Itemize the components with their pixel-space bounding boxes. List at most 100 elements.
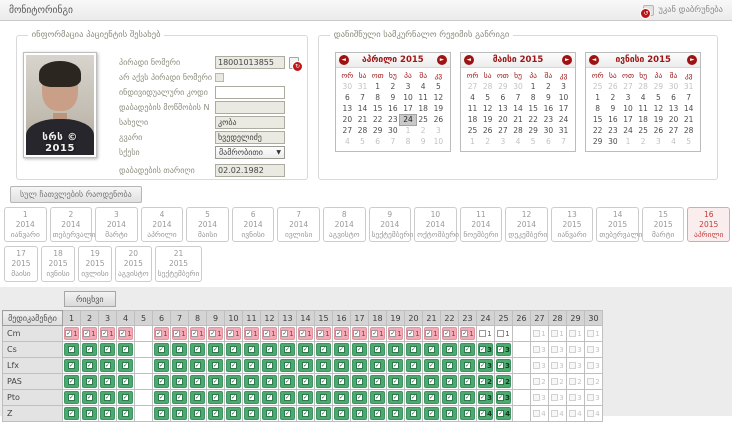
field-input[interactable]	[215, 131, 285, 144]
dose-checkbox-checked[interactable]: ✓	[374, 378, 381, 385]
calendar-day[interactable]: 24	[558, 115, 569, 125]
calendar-day[interactable]: 10	[403, 93, 413, 103]
calendar-day[interactable]: 13	[668, 104, 679, 114]
dose-checkbox-checked[interactable]: ✓	[338, 378, 345, 385]
dose-checkbox-checked[interactable]: ✓	[245, 330, 253, 337]
dose-checkbox-checked[interactable]: ✓	[338, 362, 345, 369]
dose-checkbox-checked[interactable]: ✓	[479, 362, 487, 369]
dose-checkbox-checked[interactable]: ✓	[446, 362, 453, 369]
field-input[interactable]	[215, 101, 285, 114]
dose-checkbox-checked[interactable]: ✓	[122, 362, 129, 369]
dose-checkbox-checked[interactable]: ✓	[464, 378, 471, 385]
calendar-day[interactable]: 29	[592, 137, 603, 147]
calendar-day[interactable]: 29	[653, 82, 664, 92]
dose-checkbox-checked[interactable]: ✓	[158, 394, 165, 401]
calendar-prev-icon[interactable]: ◄	[338, 55, 349, 66]
dose-checkbox-checked[interactable]: ✓	[176, 346, 183, 353]
dose-checkbox-checked[interactable]: ✓	[479, 394, 487, 401]
month-button[interactable]: 12 2014 დეკემბერი	[505, 207, 548, 243]
calendar-day[interactable]: 18	[467, 115, 478, 125]
month-button[interactable]: 14 2015 თებერვალი	[596, 207, 642, 243]
calendar-day[interactable]: 4	[515, 137, 521, 147]
calendar-day[interactable]: 9	[545, 93, 551, 103]
calendar-day[interactable]: 22	[528, 115, 538, 125]
dose-checkbox-checked[interactable]: ✓	[158, 362, 165, 369]
calendar-day[interactable]: 7	[561, 137, 566, 147]
calendar-day[interactable]: 23	[608, 126, 618, 136]
dose-checkbox-checked[interactable]: ✓	[302, 394, 309, 401]
dose-checkbox-checked[interactable]: ✓	[122, 378, 129, 385]
month-button[interactable]: 10 2014 ოქტომბერი	[414, 207, 459, 243]
dose-checkbox-checked[interactable]: ✓	[281, 330, 289, 337]
calendar-day[interactable]: 5	[485, 93, 491, 103]
dose-checkbox-checked[interactable]: ✓	[338, 346, 345, 353]
calendar-day[interactable]: 15	[592, 115, 603, 125]
calendar-day[interactable]: 24	[399, 114, 417, 127]
dose-checkbox-checked[interactable]: ✓	[320, 346, 327, 353]
calendar-day[interactable]: 17	[623, 115, 633, 125]
field-input[interactable]	[215, 56, 285, 69]
dose-checkbox-checked[interactable]: ✓	[104, 346, 111, 353]
dose-checkbox-checked[interactable]: ✓	[302, 362, 309, 369]
dose-checkbox-checked[interactable]: ✓	[428, 394, 435, 401]
calendar-day[interactable]: 31	[683, 82, 694, 92]
dose-checkbox-checked[interactable]: ✓	[104, 394, 111, 401]
dose-checkbox-checked[interactable]: ✓	[320, 378, 327, 385]
dose-checkbox-checked[interactable]: ✓	[392, 378, 399, 385]
dose-checkbox-checked[interactable]: ✓	[86, 346, 93, 353]
dose-checkbox-checked[interactable]: ✓	[497, 394, 505, 401]
dose-checkbox-checked[interactable]: ✓	[479, 346, 487, 353]
calendar-day[interactable]: 24	[623, 126, 633, 136]
calendar-day[interactable]: 18	[638, 115, 648, 125]
calendar-day[interactable]: 28	[638, 82, 648, 92]
calendar-day[interactable]: 10	[433, 137, 444, 147]
calendar-day[interactable]: 21	[683, 115, 694, 125]
dose-checkbox-checked[interactable]: ✓	[104, 362, 111, 369]
dose-checkbox-checked[interactable]: ✓	[464, 346, 471, 353]
calendar-day[interactable]: 8	[595, 104, 601, 114]
dose-checkbox-checked[interactable]: ✓	[176, 378, 183, 385]
date-button[interactable]: რიცხვი	[64, 291, 116, 307]
calendar-day[interactable]: 28	[513, 126, 523, 136]
month-button[interactable]: 13 2015 იანვარი	[550, 207, 594, 243]
dose-checkbox-checked[interactable]: ✓	[446, 378, 453, 385]
dose-checkbox-checked[interactable]: ✓	[410, 394, 417, 401]
dose-checkbox-checked[interactable]: ✓	[428, 362, 435, 369]
month-button[interactable]: 17 2015 მაისი	[4, 246, 38, 282]
calendar-day[interactable]: 3	[561, 82, 566, 92]
no-personal-number-checkbox[interactable]	[215, 73, 224, 82]
calendar-next-icon[interactable]: ►	[562, 55, 573, 66]
calendar-day[interactable]: 3	[500, 137, 506, 147]
calendar-day[interactable]: 11	[467, 104, 478, 114]
month-button[interactable]: 15 2015 მარტი	[641, 207, 685, 243]
dose-checkbox-checked[interactable]: ✓	[392, 362, 399, 369]
dose-checkbox-checked[interactable]: ✓	[371, 330, 379, 337]
calendar-day[interactable]: 26	[433, 115, 444, 125]
calendar-day[interactable]: 3	[405, 82, 411, 92]
calendar-day[interactable]: 8	[530, 93, 536, 103]
calendar-day[interactable]: 5	[360, 137, 365, 147]
dose-checkbox-checked[interactable]: ✓	[230, 378, 237, 385]
month-button[interactable]: 11 2014 ნოემბერი	[459, 207, 503, 243]
calendar-day[interactable]: 2	[545, 82, 551, 92]
dose-checkbox-checked[interactable]: ✓	[461, 330, 469, 337]
calendar-day[interactable]: 11	[638, 104, 648, 114]
calendar-day[interactable]: 10	[623, 104, 633, 114]
calendar-day[interactable]: 30	[388, 126, 398, 136]
calendar-day[interactable]: 19	[482, 115, 493, 125]
calendar-day[interactable]: 2	[610, 93, 616, 103]
calendar-day[interactable]: 26	[653, 126, 664, 136]
field-input[interactable]	[215, 116, 285, 129]
dose-checkbox-checked[interactable]: ✓	[446, 346, 453, 353]
dose-checkbox-checked[interactable]: ✓	[86, 362, 93, 369]
dose-checkbox-checked[interactable]: ✓	[68, 346, 75, 353]
calendar-day[interactable]: 4	[470, 93, 475, 103]
dose-checkbox-checked[interactable]: ✓	[338, 394, 345, 401]
dose-checkbox-checked[interactable]: ✓	[155, 330, 163, 337]
field-input[interactable]	[215, 164, 285, 177]
calendar-day[interactable]: 19	[653, 115, 664, 125]
calendar-day[interactable]: 15	[372, 104, 383, 114]
calendar-day[interactable]: 18	[418, 104, 428, 114]
month-button[interactable]: 20 2015 აგვისტო	[115, 246, 152, 282]
dose-checkbox-checked[interactable]: ✓	[266, 362, 273, 369]
